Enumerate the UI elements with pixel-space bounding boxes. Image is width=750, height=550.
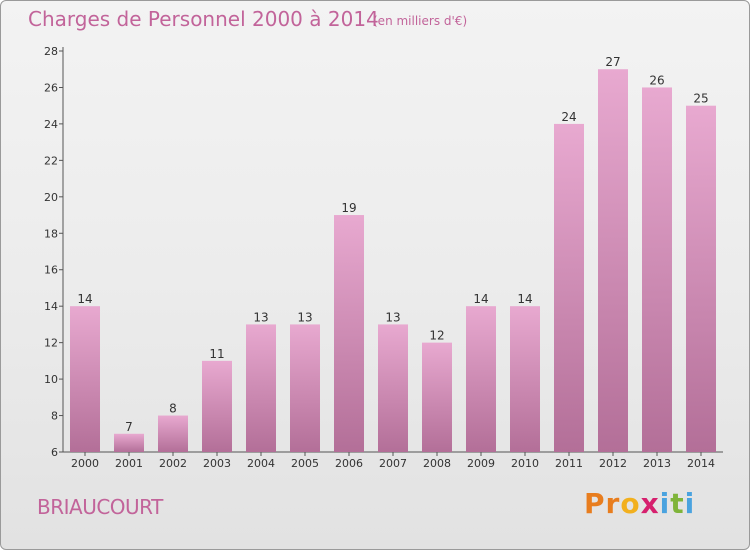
- data-label-2006: 19: [341, 201, 356, 215]
- bar-2011: [554, 123, 584, 452]
- bar-2009: [466, 306, 496, 452]
- data-label-2007: 13: [385, 310, 400, 324]
- x-tick-label: 2013: [643, 457, 671, 470]
- logo-letter: x: [640, 487, 660, 520]
- bar-2007: [378, 324, 408, 452]
- x-tick-label: 2005: [291, 457, 319, 470]
- logo-letter: i: [659, 487, 671, 520]
- y-tick-label: 10: [44, 373, 58, 386]
- y-tick-label: 24: [44, 118, 58, 131]
- y-tick-label: 28: [44, 45, 58, 58]
- proxiti-logo: Proxiti: [584, 487, 695, 520]
- y-tick-label: 6: [51, 446, 58, 459]
- data-label-2014: 25: [693, 92, 708, 106]
- bar-2003: [202, 360, 232, 452]
- data-label-2010: 14: [517, 292, 532, 306]
- data-label-2005: 13: [297, 310, 312, 324]
- bar-2008: [422, 342, 452, 452]
- bar-2000: [70, 306, 100, 452]
- x-tick-label: 2014: [687, 457, 715, 470]
- data-label-2004: 13: [253, 310, 268, 324]
- x-tick-label: 2002: [159, 457, 187, 470]
- y-tick-label: 18: [44, 227, 58, 240]
- x-tick-label: 2012: [599, 457, 627, 470]
- logo-letter: P: [584, 487, 606, 520]
- x-tick-label: 2008: [423, 457, 451, 470]
- data-label-2008: 12: [429, 329, 444, 343]
- data-label-2011: 24: [561, 110, 576, 124]
- data-label-2000: 14: [77, 292, 92, 306]
- x-tick-label: 2007: [379, 457, 407, 470]
- chart-subtitle: (en milliers d'€): [373, 14, 468, 28]
- data-label-2009: 14: [473, 292, 488, 306]
- bar-2004: [246, 324, 276, 452]
- y-tick-label: 20: [44, 191, 58, 204]
- bar-2010: [510, 306, 540, 452]
- data-label-2002: 8: [169, 402, 177, 416]
- x-tick-label: 2010: [511, 457, 539, 470]
- bar-2014: [686, 105, 716, 452]
- x-tick-label: 2000: [71, 457, 99, 470]
- bar-2005: [290, 324, 320, 452]
- y-tick-label: 22: [44, 154, 58, 167]
- bar-2012: [598, 69, 628, 453]
- data-label-2013: 26: [649, 73, 664, 87]
- y-tick-label: 12: [44, 337, 58, 350]
- logo-letter: t: [670, 487, 685, 520]
- x-tick-label: 2004: [247, 457, 275, 470]
- bar-2006: [334, 215, 364, 452]
- y-tick-label: 16: [44, 264, 58, 277]
- data-label-2012: 27: [605, 55, 620, 69]
- y-tick-label: 8: [51, 410, 58, 423]
- bar-2001: [114, 433, 144, 452]
- logo-letter: r: [605, 487, 621, 520]
- x-tick-label: 2001: [115, 457, 143, 470]
- y-tick-label: 26: [44, 81, 58, 94]
- y-tick-label: 14: [44, 300, 58, 313]
- x-tick-label: 2006: [335, 457, 363, 470]
- data-label-2001: 7: [125, 420, 133, 434]
- commune-name: BRIAUCOURT: [37, 495, 163, 519]
- x-tick-label: 2009: [467, 457, 495, 470]
- x-tick-label: 2011: [555, 457, 583, 470]
- bar-2002: [158, 415, 188, 452]
- logo-letter: i: [684, 487, 696, 520]
- x-tick-label: 2003: [203, 457, 231, 470]
- chart-title: Charges de Personnel 2000 à 2014: [28, 7, 379, 31]
- logo-letter: o: [620, 487, 641, 520]
- data-label-2003: 11: [209, 347, 224, 361]
- bar-2013: [642, 87, 672, 453]
